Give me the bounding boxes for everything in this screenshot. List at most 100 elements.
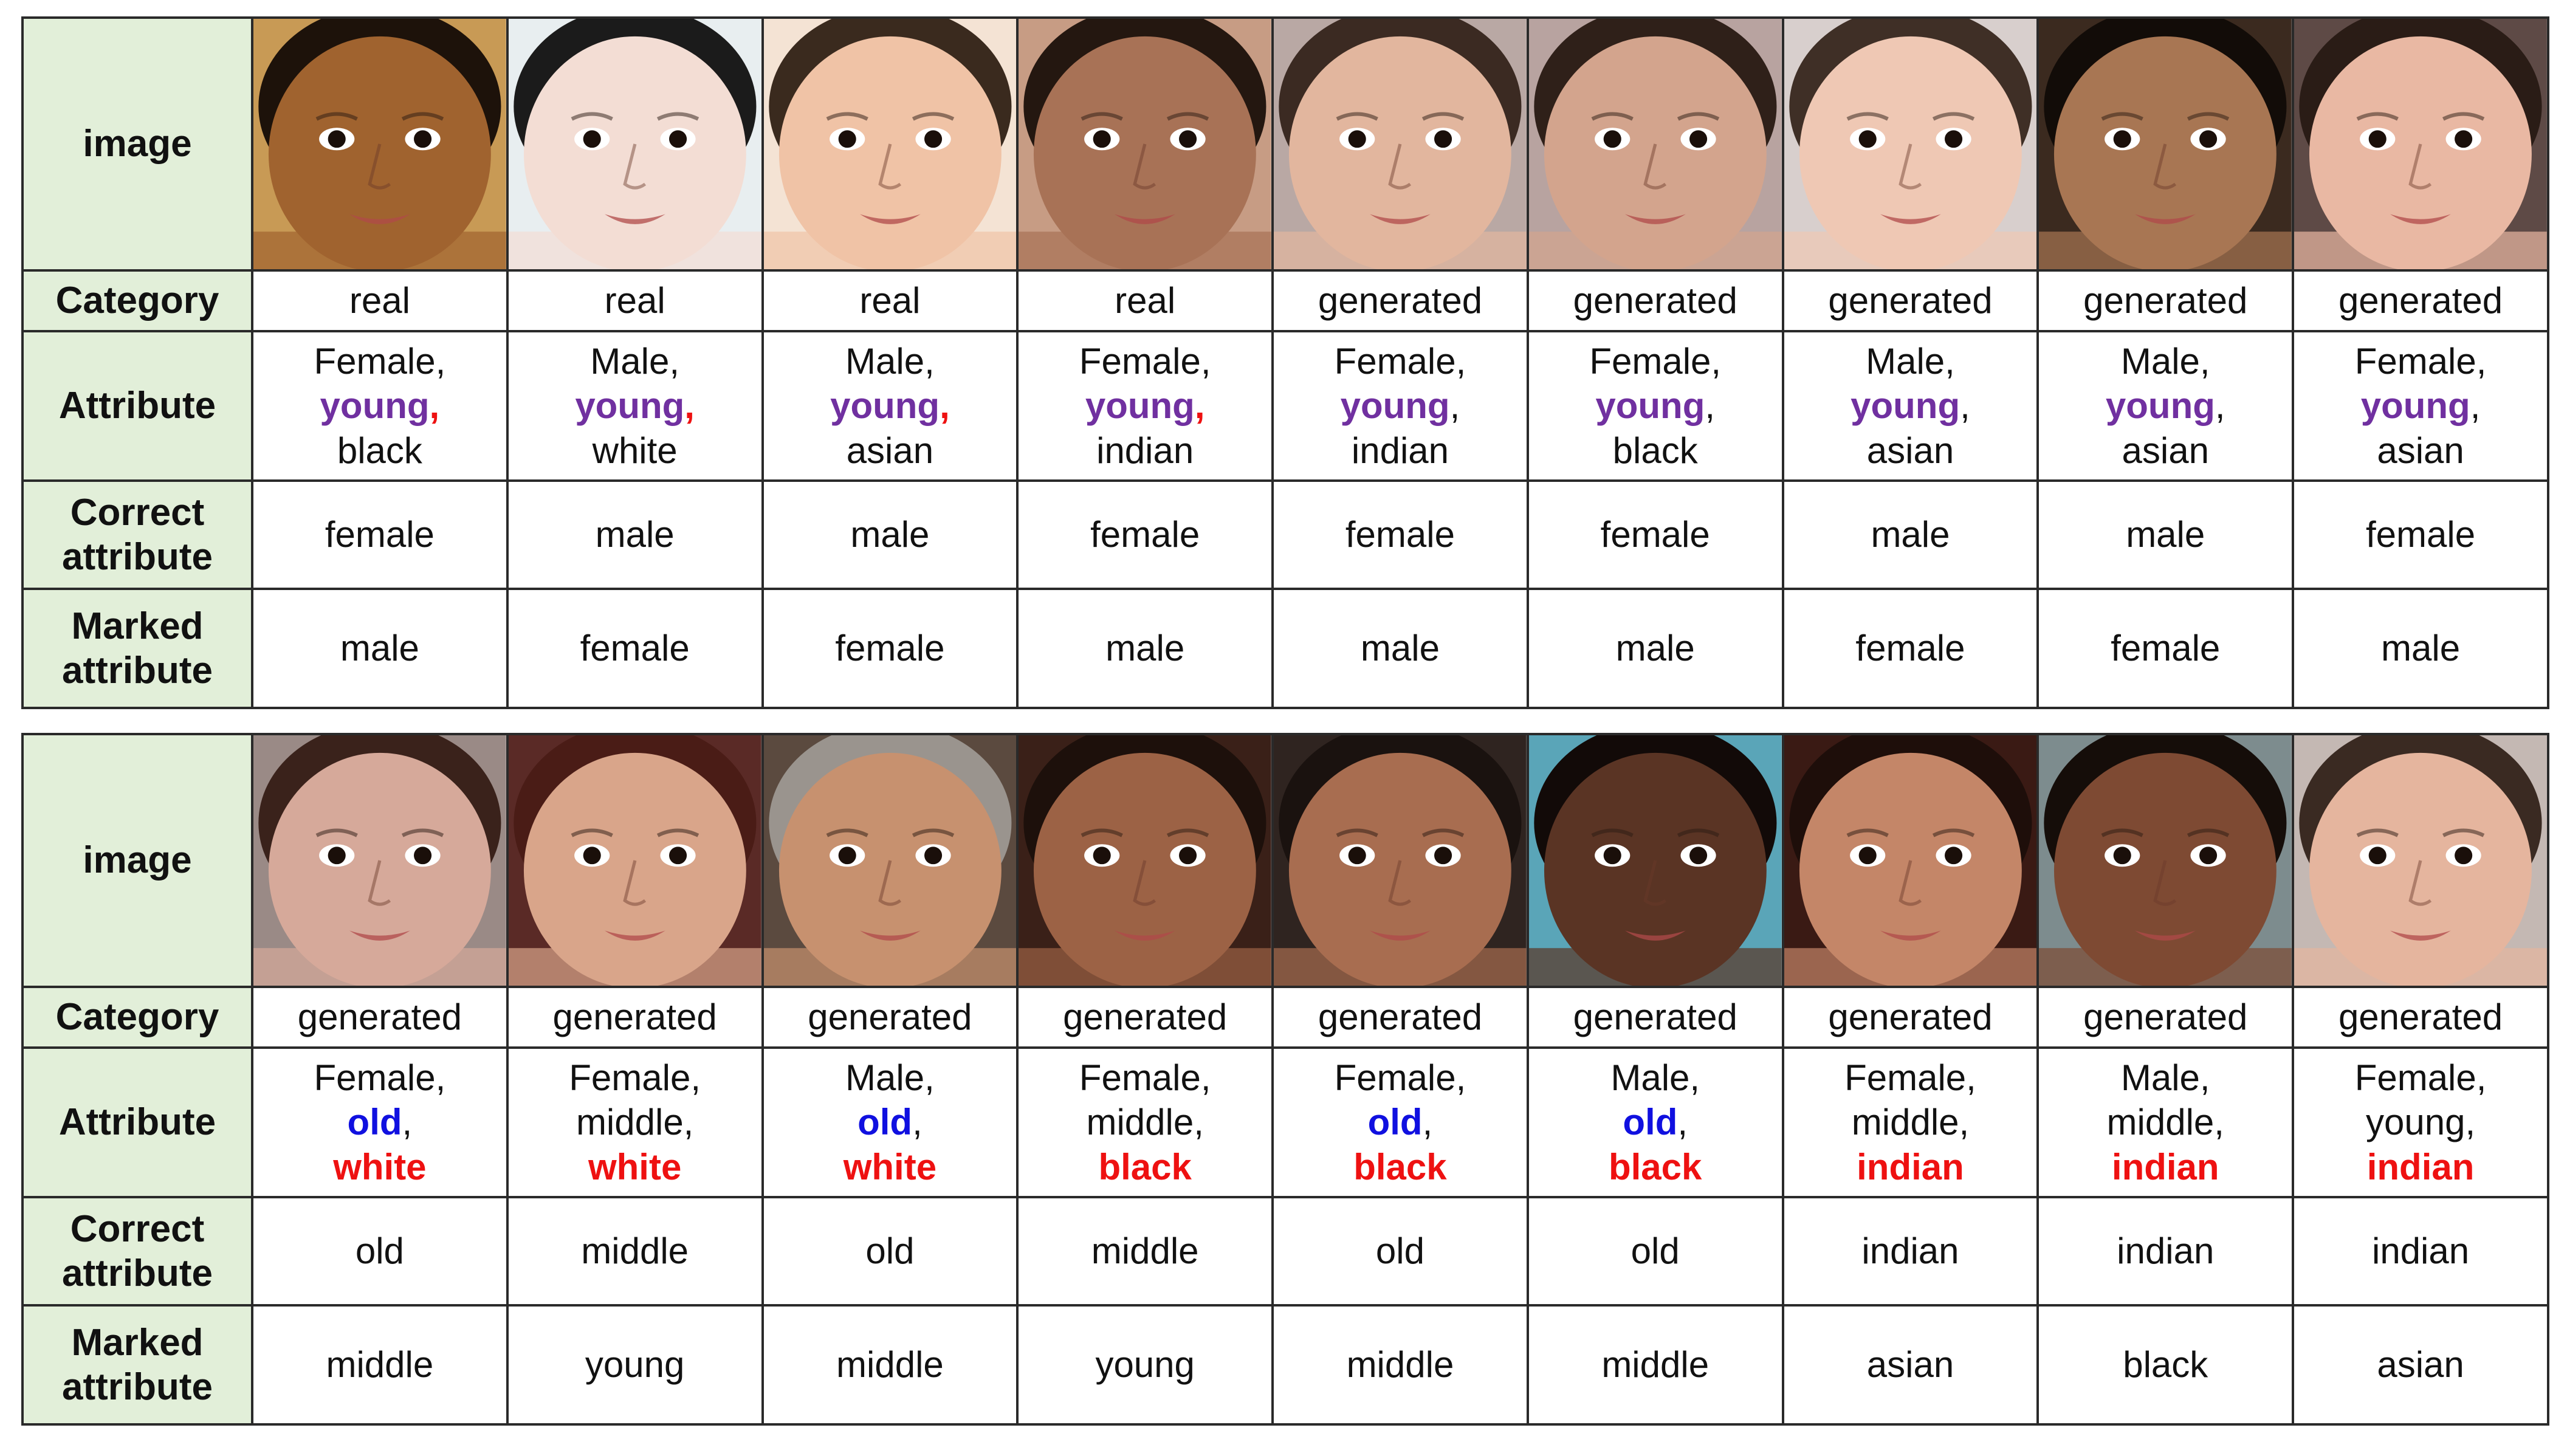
correct-attribute-cell: old	[1271, 1196, 1529, 1307]
marked-attribute-cell: middle	[1526, 1304, 1784, 1426]
row-header-marked-text: attribute	[62, 1366, 213, 1408]
category-cell: generated	[1526, 986, 1784, 1049]
attribute-line: Male,	[2040, 1056, 2290, 1100]
attribute-line: young,	[2295, 383, 2546, 428]
face-photo	[1020, 737, 1271, 984]
attribute-value: young	[575, 385, 685, 427]
attribute-line: Female,	[1785, 1056, 2036, 1100]
category-cell: generated	[2292, 269, 2549, 332]
attribute-value: indian	[1351, 430, 1449, 471]
category-cell: generated	[1526, 269, 1784, 332]
attribute-line: indian	[1785, 1145, 2036, 1189]
attribute-line: young,	[1530, 383, 1781, 428]
attribute-value: black	[1353, 1146, 1447, 1187]
image-cell	[1271, 16, 1529, 272]
marked-attribute-row: Marked attribute male female female male male m…	[21, 588, 2549, 709]
attribute-line: Female,	[1020, 1056, 1270, 1100]
attribute-cell: Male, young, asian	[2036, 330, 2295, 482]
attribute-value: ,	[684, 385, 695, 427]
marked-attribute-cell: female	[506, 588, 764, 709]
attribute-value: young	[1085, 385, 1195, 427]
attribute-line: indian	[2295, 1145, 2546, 1189]
attribute-cell: Female, young, indian	[2292, 1046, 2549, 1198]
attribute-line: Female,	[2295, 339, 2546, 383]
attribute-value: Male,	[590, 341, 679, 382]
attribute-cell: Female, young, asian	[2292, 330, 2549, 482]
row-header-marked: Marked attribute	[21, 1304, 253, 1426]
image-cell	[1271, 733, 1529, 988]
image-cell	[761, 733, 1019, 988]
attribute-line: Male,	[765, 339, 1015, 383]
attribute-line: asian	[2040, 428, 2290, 473]
attribute-line: old,	[1530, 1100, 1781, 1144]
attribute-line: Male,	[1530, 1056, 1781, 1100]
attribute-cell: Male, old, black	[1526, 1046, 1784, 1198]
attribute-cell: Male, young, asian	[1781, 330, 2040, 482]
marked-attribute-cell: asian	[2292, 1304, 2549, 1426]
row-header-correct: Correct attribute	[21, 1196, 253, 1307]
attribute-value: Female,	[569, 1057, 701, 1099]
attribute-line: black	[255, 428, 505, 473]
correct-attribute-cell: female	[1271, 479, 1529, 590]
face-photo	[254, 737, 505, 984]
attribute-value: Female,	[2354, 1057, 2487, 1099]
image-cell	[506, 16, 764, 272]
correct-attribute-row: Correct attribute old middle old middle old old…	[21, 1196, 2549, 1307]
attribute-line: young,	[1785, 383, 2036, 428]
attribute-line: Female,	[2295, 1056, 2546, 1100]
marked-attribute-cell: middle	[1271, 1304, 1529, 1426]
row-header-category: Category	[21, 986, 253, 1049]
attribute-value: young	[1851, 385, 1960, 427]
face-photo	[2040, 737, 2291, 984]
attribute-value: asian	[2377, 430, 2464, 471]
attribute-cell: Female, young, black	[251, 330, 509, 482]
attribute-value: asian	[2122, 430, 2209, 471]
face-photo	[1785, 20, 2036, 268]
attribute-value: white	[592, 430, 678, 471]
image-row: image	[21, 16, 2549, 272]
image-cell	[1526, 733, 1784, 988]
attribute-value: black	[1612, 430, 1698, 471]
attribute-line: white	[255, 1145, 505, 1189]
correct-attribute-cell: female	[1016, 479, 1274, 590]
correct-attribute-cell: middle	[1016, 1196, 1274, 1307]
correct-attribute-cell: middle	[506, 1196, 764, 1307]
attribute-value: Male,	[2120, 341, 2210, 382]
attribute-line: young,	[765, 383, 1015, 428]
attribute-line: asian	[2295, 428, 2546, 473]
row-header-category-text: Category	[55, 996, 219, 1039]
marked-attribute-cell: young	[506, 1304, 764, 1426]
attribute-value: white	[843, 1146, 937, 1187]
attribute-value: young	[320, 385, 430, 427]
attribute-value: old	[1367, 1102, 1423, 1143]
marked-attribute-cell: female	[2036, 588, 2295, 709]
attribute-value: ,	[1449, 385, 1460, 427]
correct-attribute-cell: old	[1526, 1196, 1784, 1307]
marked-attribute-row: Marked attribute middle young middle young mid…	[21, 1304, 2549, 1426]
face-photo	[254, 20, 505, 268]
attribute-line: black	[1530, 1145, 1781, 1189]
row-header-attribute: Attribute	[21, 330, 253, 482]
face-photo	[509, 737, 760, 984]
attribute-line: Female,	[255, 339, 505, 383]
correct-attribute-cell: indian	[2036, 1196, 2295, 1307]
attribute-value: middle,	[576, 1102, 694, 1143]
category-cell: real	[251, 269, 509, 332]
attribute-line: Female,	[1020, 339, 1270, 383]
category-cell: generated	[251, 986, 509, 1049]
row-header-correct-text: Correct	[70, 491, 205, 534]
face-photo	[2295, 737, 2546, 984]
attribute-value: ,	[1705, 385, 1716, 427]
attribute-value: black	[1098, 1146, 1192, 1187]
attribute-line: young,	[2295, 1100, 2546, 1144]
marked-attribute-cell: asian	[1781, 1304, 2040, 1426]
correct-attribute-cell: old	[251, 1196, 509, 1307]
attribute-line: old,	[255, 1100, 505, 1144]
attribute-row: Attribute Female, young, black Male, young, wh…	[21, 330, 2549, 482]
marked-attribute-cell: male	[2292, 588, 2549, 709]
attribute-line: old,	[765, 1100, 1015, 1144]
attribute-line: asian	[1785, 428, 2036, 473]
attribute-value: young	[1340, 385, 1450, 427]
correct-attribute-cell: male	[506, 479, 764, 590]
attribute-value: old	[857, 1102, 913, 1143]
